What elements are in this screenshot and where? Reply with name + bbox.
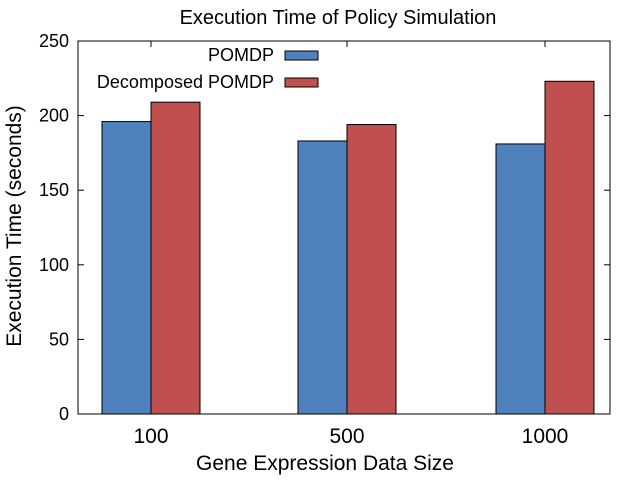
bars (101, 80, 595, 415)
bar-pomdp-100 (101, 121, 152, 415)
plot-frame (77, 40, 611, 415)
bar-decomposed-pomdp-100 (150, 101, 201, 415)
y-tick-label: 50 (49, 329, 69, 349)
legend-label: POMDP (208, 45, 274, 65)
y-tick-label: 0 (59, 404, 69, 424)
legend-label: Decomposed POMDP (97, 72, 274, 92)
y-tick-label: 100 (39, 255, 69, 275)
y-tick-label: 200 (39, 106, 69, 126)
x-axis-label: Gene Expression Data Size (196, 452, 454, 475)
x-tick-label: 500 (329, 425, 364, 448)
bar-decomposed-pomdp-1000 (544, 80, 595, 415)
x-tick-label: 1000 (522, 425, 569, 448)
bar-decomposed-pomdp-500 (346, 124, 397, 415)
chart-title: Execution Time of Policy Simulation (180, 7, 497, 29)
bar-pomdp-1000 (495, 143, 546, 415)
y-axis-label: Execution Time (seconds) (3, 105, 26, 347)
x-axis-ticks: 100 500 1000 (133, 41, 568, 448)
bar-pomdp-500 (297, 140, 348, 415)
legend: POMDP Decomposed POMDP (97, 45, 319, 92)
y-axis-ticks: 0 50 100 150 200 250 (39, 31, 610, 424)
y-tick-label: 150 (39, 180, 69, 200)
x-tick-label: 100 (133, 425, 168, 448)
legend-swatch (284, 77, 319, 88)
y-tick-label: 250 (39, 31, 69, 51)
legend-swatch (284, 50, 319, 61)
